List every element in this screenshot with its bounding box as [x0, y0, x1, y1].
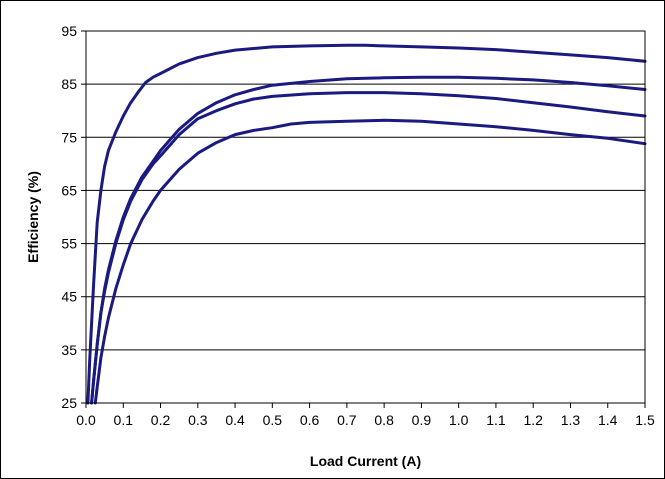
x-tick-label: 1.2: [523, 412, 543, 428]
x-tick-label: 0.5: [263, 412, 283, 428]
x-tick-label: 1.5: [635, 412, 655, 428]
y-tick-label: 75: [61, 129, 77, 145]
x-tick-label: 0.0: [76, 412, 96, 428]
y-tick-label: 45: [61, 289, 77, 305]
y-tick-label: 55: [61, 236, 77, 252]
series-line-4: [93, 118, 647, 405]
x-tick-label: 0.8: [374, 412, 394, 428]
y-tick-label: 65: [61, 182, 77, 198]
x-tick-label: 1.4: [598, 412, 618, 428]
x-axis-ticks: 0.0 0.1 0.2 0.3 0.4 0.5 0.6 0.7 0.8 0.9 1.0 1.1 1.2 1…: [76, 403, 655, 428]
x-axis-title: Load Current (A): [310, 453, 421, 469]
x-tick-label: 1.3: [561, 412, 581, 428]
x-tick-label: 0.4: [225, 412, 245, 428]
x-tick-label: 0.3: [188, 412, 208, 428]
series-lines: [86, 43, 647, 405]
gridlines: [86, 83, 645, 351]
plot-area-border: [85, 30, 646, 404]
x-tick-label: 0.7: [337, 412, 357, 428]
series-line-3: [90, 91, 647, 405]
y-tick-label: 85: [61, 76, 77, 92]
x-tick-label: 1.0: [449, 412, 469, 428]
x-tick-label: 0.6: [300, 412, 320, 428]
y-axis-title: Efficiency (%): [25, 171, 41, 263]
x-tick-label: 0.2: [151, 412, 171, 428]
y-tick-label: 35: [61, 342, 77, 358]
x-tick-label: 0.9: [412, 412, 432, 428]
y-tick-label: 95: [61, 23, 77, 39]
y-tick-label: 25: [61, 395, 77, 411]
x-tick-label: 0.1: [114, 412, 134, 428]
y-axis-ticks: 25 35 45 55 65 75 85 95: [61, 23, 86, 411]
x-tick-label: 1.1: [486, 412, 506, 428]
series-line-1: [86, 43, 647, 405]
